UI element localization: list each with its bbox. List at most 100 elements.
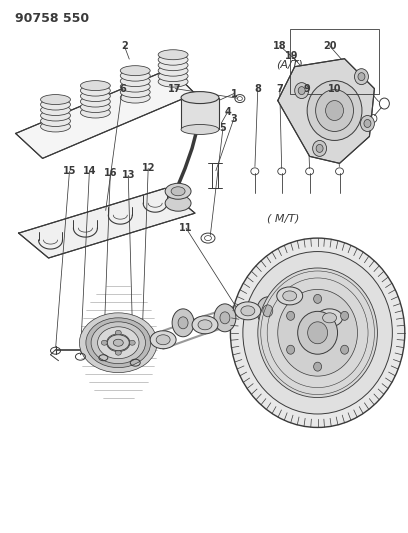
- Ellipse shape: [126, 94, 144, 101]
- Ellipse shape: [198, 320, 212, 330]
- Ellipse shape: [126, 83, 144, 90]
- Ellipse shape: [231, 238, 405, 427]
- Ellipse shape: [181, 92, 219, 103]
- Polygon shape: [19, 188, 195, 258]
- Ellipse shape: [298, 87, 305, 94]
- Ellipse shape: [91, 322, 146, 364]
- Ellipse shape: [287, 311, 295, 320]
- Ellipse shape: [295, 83, 308, 99]
- Ellipse shape: [80, 102, 110, 112]
- Text: (A/T): (A/T): [276, 60, 303, 70]
- Ellipse shape: [341, 345, 348, 354]
- Ellipse shape: [120, 66, 150, 76]
- Text: 1: 1: [231, 88, 237, 99]
- Ellipse shape: [158, 71, 188, 82]
- Ellipse shape: [277, 287, 303, 305]
- Polygon shape: [278, 59, 375, 163]
- Ellipse shape: [316, 90, 353, 132]
- Ellipse shape: [150, 331, 176, 349]
- Ellipse shape: [120, 81, 150, 92]
- Ellipse shape: [164, 56, 182, 63]
- Ellipse shape: [164, 67, 182, 74]
- Ellipse shape: [40, 110, 71, 121]
- Text: 15: 15: [63, 166, 76, 176]
- Ellipse shape: [341, 311, 348, 320]
- Text: 16: 16: [104, 168, 117, 179]
- Bar: [181, 98, 219, 130]
- Ellipse shape: [317, 309, 343, 327]
- Ellipse shape: [298, 311, 337, 354]
- Ellipse shape: [80, 85, 110, 96]
- Text: 20: 20: [323, 41, 336, 51]
- Ellipse shape: [80, 107, 110, 118]
- Ellipse shape: [164, 78, 182, 85]
- Ellipse shape: [80, 96, 110, 107]
- Ellipse shape: [241, 306, 255, 316]
- Ellipse shape: [98, 327, 139, 359]
- Text: 7: 7: [276, 84, 283, 94]
- Bar: [290, 29, 379, 94]
- Text: 6: 6: [119, 84, 126, 94]
- Text: 90758 550: 90758 550: [15, 12, 89, 26]
- Text: 9: 9: [303, 84, 310, 94]
- Ellipse shape: [40, 99, 71, 110]
- Ellipse shape: [358, 72, 365, 80]
- Ellipse shape: [220, 312, 230, 324]
- Ellipse shape: [86, 93, 104, 100]
- Ellipse shape: [47, 112, 64, 119]
- Ellipse shape: [40, 94, 71, 104]
- Ellipse shape: [120, 70, 150, 81]
- Text: 3: 3: [231, 114, 237, 124]
- Text: 11: 11: [179, 223, 193, 233]
- Ellipse shape: [40, 116, 71, 126]
- Ellipse shape: [126, 78, 144, 85]
- Ellipse shape: [80, 91, 110, 102]
- Ellipse shape: [235, 302, 261, 320]
- Ellipse shape: [287, 345, 295, 354]
- Ellipse shape: [158, 50, 188, 60]
- Text: 5: 5: [220, 124, 226, 133]
- Ellipse shape: [101, 340, 107, 345]
- Ellipse shape: [86, 87, 104, 94]
- Ellipse shape: [113, 339, 123, 346]
- Ellipse shape: [278, 289, 357, 376]
- Ellipse shape: [360, 116, 375, 132]
- Ellipse shape: [307, 80, 362, 140]
- Ellipse shape: [158, 54, 188, 65]
- Ellipse shape: [129, 340, 135, 345]
- Text: 10: 10: [328, 84, 341, 94]
- Ellipse shape: [214, 304, 236, 332]
- Ellipse shape: [126, 88, 144, 95]
- Ellipse shape: [156, 335, 170, 345]
- Text: ( M/T): ( M/T): [267, 214, 299, 224]
- Ellipse shape: [314, 294, 322, 303]
- Ellipse shape: [47, 117, 64, 125]
- Ellipse shape: [305, 300, 315, 312]
- Ellipse shape: [115, 330, 121, 335]
- Ellipse shape: [120, 87, 150, 98]
- Ellipse shape: [165, 183, 191, 199]
- Text: 19: 19: [285, 51, 298, 61]
- Text: 4: 4: [224, 107, 231, 117]
- Ellipse shape: [107, 335, 129, 351]
- Ellipse shape: [86, 318, 151, 368]
- Text: 2: 2: [121, 41, 128, 51]
- Ellipse shape: [299, 292, 321, 320]
- Ellipse shape: [47, 123, 64, 130]
- Ellipse shape: [86, 98, 104, 105]
- Ellipse shape: [243, 252, 392, 414]
- Text: 12: 12: [142, 163, 155, 173]
- Ellipse shape: [80, 313, 157, 373]
- Ellipse shape: [106, 334, 130, 352]
- Ellipse shape: [47, 101, 64, 108]
- Text: 8: 8: [254, 84, 261, 94]
- Ellipse shape: [283, 291, 297, 301]
- Ellipse shape: [86, 103, 104, 110]
- Ellipse shape: [326, 101, 344, 120]
- Text: 13: 13: [122, 171, 135, 180]
- Ellipse shape: [171, 187, 185, 196]
- Ellipse shape: [86, 109, 104, 116]
- Ellipse shape: [164, 72, 182, 79]
- Ellipse shape: [158, 65, 188, 76]
- Ellipse shape: [120, 76, 150, 87]
